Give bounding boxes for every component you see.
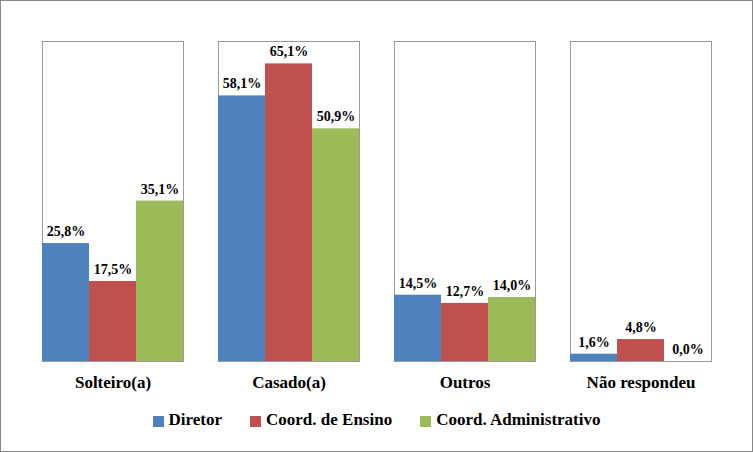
svg-text:12,7%: 12,7%: [446, 284, 485, 299]
svg-text:4,8%: 4,8%: [625, 320, 657, 335]
svg-text:58,1%: 58,1%: [223, 76, 262, 91]
html-text:Diretor: Diretor: [168, 410, 222, 429]
svg-text:Casado(a): Casado(a): [252, 373, 326, 392]
svg-text:17,5%: 17,5%: [94, 262, 133, 277]
svg-text:50,9%: 50,9%: [317, 109, 356, 124]
svg-text:1,6%: 1,6%: [578, 335, 610, 350]
html-text:Coord. Administrativo: Coord. Administrativo: [436, 410, 601, 429]
html-text:Coord. de Ensino: Coord. de Ensino: [266, 410, 393, 429]
svg-text:65,1%: 65,1%: [270, 44, 309, 59]
svg-text:25,8%: 25,8%: [47, 224, 86, 239]
svg-text:Solteiro(a): Solteiro(a): [75, 373, 151, 392]
svg-text:14,5%: 14,5%: [399, 276, 438, 291]
svg-text:Outros: Outros: [440, 373, 491, 392]
svg-text:35,1%: 35,1%: [141, 182, 180, 197]
svg-text:Não respondeu: Não respondeu: [587, 373, 696, 392]
svg-text:14,0%: 14,0%: [493, 278, 532, 293]
svg-text:0,0%: 0,0%: [672, 342, 704, 357]
